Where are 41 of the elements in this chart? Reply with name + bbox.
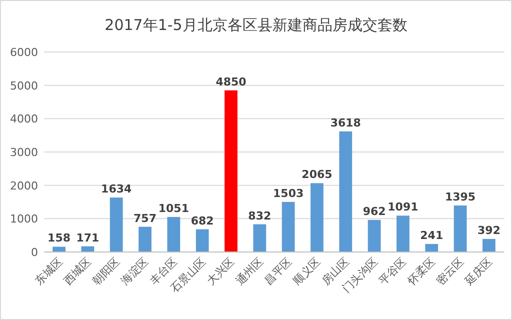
bar	[396, 216, 410, 252]
chart-title: 2017年1-5月北京各区县新建商品房成交套数	[104, 16, 408, 34]
bar	[138, 226, 152, 252]
bar	[224, 90, 238, 252]
data-label: 158	[48, 232, 71, 245]
y-tick-label: 3000	[10, 146, 38, 159]
data-label: 1395	[444, 190, 476, 204]
bar	[196, 229, 209, 252]
data-label: 392	[477, 224, 500, 237]
data-label: 3618	[330, 116, 361, 130]
bar	[110, 198, 123, 252]
y-tick-label: 4000	[10, 112, 38, 126]
y-tick-label: 1000	[10, 212, 38, 226]
data-label: 682	[190, 214, 214, 228]
y-tick-label: 6000	[10, 46, 38, 59]
bar	[339, 131, 352, 252]
x-tick-label: 顺义区	[290, 254, 324, 288]
bar	[482, 238, 496, 252]
data-label: 241	[420, 228, 444, 242]
bar	[52, 246, 66, 252]
data-label: 1634	[101, 182, 132, 196]
bar	[253, 224, 266, 252]
data-label: 171	[76, 231, 100, 244]
data-label: 962	[362, 204, 386, 218]
x-tick-label: 通州区	[233, 254, 266, 288]
bar	[454, 206, 467, 252]
data-label: 4850	[216, 75, 247, 88]
bar	[310, 183, 324, 252]
y-tick-label: 5000	[10, 79, 38, 92]
data-label: 832	[248, 209, 272, 222]
bar	[282, 202, 295, 252]
bar	[368, 220, 381, 252]
data-label: 2065	[302, 168, 332, 182]
data-label: 1051	[158, 202, 189, 215]
data-label: 1091	[388, 200, 418, 214]
y-tick-label: 2000	[10, 179, 38, 192]
x-tick-label: 海淀区	[118, 254, 152, 288]
bar	[167, 216, 180, 252]
data-label: 757	[134, 212, 157, 225]
data-label: 1503	[273, 186, 304, 200]
bar	[425, 244, 438, 252]
